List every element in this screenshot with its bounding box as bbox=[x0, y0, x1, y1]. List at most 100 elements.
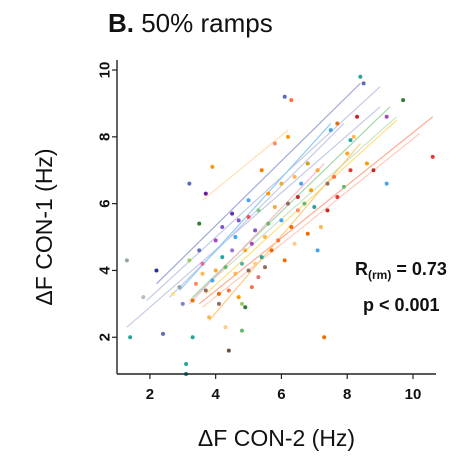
data-point-43 bbox=[243, 305, 248, 310]
data-point-42 bbox=[239, 301, 244, 306]
data-point-59 bbox=[266, 221, 271, 226]
data-point-67 bbox=[282, 94, 287, 99]
data-point-41 bbox=[239, 328, 244, 333]
data-point-52 bbox=[256, 208, 261, 213]
data-point-69 bbox=[286, 201, 291, 206]
regression-line-9 bbox=[205, 119, 397, 295]
r-rm-annotation: R(rm) = 0.73 bbox=[355, 254, 447, 290]
data-point-17 bbox=[200, 271, 205, 276]
data-point-34 bbox=[230, 211, 235, 216]
data-point-40 bbox=[239, 261, 244, 266]
regression-line-2 bbox=[156, 82, 361, 285]
data-point-70 bbox=[289, 98, 294, 103]
x-tick-label: 2 bbox=[146, 386, 154, 403]
data-point-45 bbox=[246, 215, 251, 219]
r-subscript: (rm) bbox=[368, 268, 392, 282]
regression-line-11 bbox=[202, 129, 289, 201]
data-point-56 bbox=[262, 235, 267, 240]
data-point-22 bbox=[210, 278, 215, 283]
data-point-87 bbox=[325, 181, 330, 186]
data-point-44 bbox=[243, 248, 248, 253]
data-point-95 bbox=[348, 138, 353, 143]
data-point-15 bbox=[197, 221, 202, 226]
data-point-63 bbox=[276, 238, 281, 243]
data-point-11 bbox=[187, 181, 192, 186]
data-point-97 bbox=[355, 114, 360, 119]
data-point-26 bbox=[216, 291, 221, 296]
stats-annotation: R(rm) = 0.73 p < 0.001 bbox=[355, 254, 447, 320]
data-point-68 bbox=[286, 134, 291, 139]
data-point-8 bbox=[184, 361, 189, 366]
data-point-25 bbox=[213, 238, 218, 243]
data-point-5 bbox=[170, 291, 175, 296]
data-point-76 bbox=[299, 181, 304, 186]
data-point-86 bbox=[325, 208, 330, 213]
r-value: = 0.73 bbox=[391, 259, 447, 279]
y-tick-label: 6 bbox=[97, 199, 114, 207]
regression-line-5 bbox=[188, 116, 397, 301]
data-point-72 bbox=[292, 174, 297, 179]
data-point-101 bbox=[371, 168, 376, 173]
data-point-80 bbox=[309, 188, 314, 193]
data-point-49 bbox=[249, 285, 254, 290]
data-point-27 bbox=[216, 301, 221, 306]
data-point-6 bbox=[177, 285, 182, 290]
data-point-46 bbox=[246, 198, 251, 203]
data-point-66 bbox=[282, 258, 287, 263]
y-tick-label: 8 bbox=[97, 133, 114, 141]
data-point-38 bbox=[236, 295, 241, 300]
data-point-81 bbox=[312, 204, 317, 209]
data-point-104 bbox=[401, 98, 406, 103]
regression-line-4 bbox=[179, 123, 332, 291]
data-point-84 bbox=[318, 225, 323, 230]
x-tick-label: 4 bbox=[211, 386, 220, 403]
data-point-24 bbox=[213, 268, 218, 273]
data-point-21 bbox=[207, 315, 212, 320]
regression-line-10 bbox=[208, 143, 361, 321]
y-tick-label: 10 bbox=[97, 62, 114, 79]
data-point-55 bbox=[259, 255, 264, 260]
data-point-12 bbox=[190, 335, 195, 340]
data-point-79 bbox=[305, 231, 310, 236]
data-point-82 bbox=[315, 168, 320, 173]
data-point-36 bbox=[233, 235, 238, 240]
regression-line-1 bbox=[146, 86, 381, 301]
data-point-94 bbox=[348, 168, 353, 173]
data-point-71 bbox=[289, 225, 294, 230]
data-point-10 bbox=[187, 258, 192, 263]
axes: 2 4 6 8 10 2 4 6 8 10 bbox=[97, 60, 436, 403]
data-point-53 bbox=[256, 275, 261, 280]
data-point-90 bbox=[335, 194, 340, 199]
data-point-102 bbox=[384, 181, 389, 186]
x-axis-label: ΔF CON-2 (Hz) bbox=[198, 425, 355, 451]
data-point-100 bbox=[364, 161, 369, 166]
regression-line-0 bbox=[126, 106, 381, 328]
data-point-58 bbox=[266, 191, 271, 196]
data-point-18 bbox=[200, 261, 205, 266]
data-point-50 bbox=[253, 228, 258, 233]
data-point-19 bbox=[203, 191, 208, 196]
p-value-annotation: p < 0.001 bbox=[363, 295, 440, 315]
data-point-77 bbox=[302, 201, 307, 206]
data-point-37 bbox=[233, 271, 238, 276]
data-point-29 bbox=[220, 255, 225, 260]
y-tick-label: 2 bbox=[97, 333, 114, 341]
data-point-85 bbox=[322, 335, 327, 340]
data-point-13 bbox=[190, 298, 195, 303]
data-point-89 bbox=[332, 174, 337, 179]
data-point-51 bbox=[253, 261, 258, 266]
data-point-103 bbox=[384, 114, 389, 119]
data-point-1 bbox=[128, 335, 133, 340]
data-point-93 bbox=[345, 151, 350, 156]
data-points bbox=[124, 74, 435, 376]
data-point-64 bbox=[279, 181, 284, 186]
data-point-31 bbox=[223, 265, 228, 270]
data-point-2 bbox=[141, 295, 146, 300]
data-point-91 bbox=[335, 121, 340, 126]
data-point-98 bbox=[358, 74, 363, 79]
data-point-60 bbox=[269, 248, 274, 253]
y-axis-label: ΔF CON-1 (Hz) bbox=[31, 148, 57, 305]
data-point-0 bbox=[124, 258, 129, 263]
chart-title: B. 50% ramps bbox=[108, 8, 273, 39]
